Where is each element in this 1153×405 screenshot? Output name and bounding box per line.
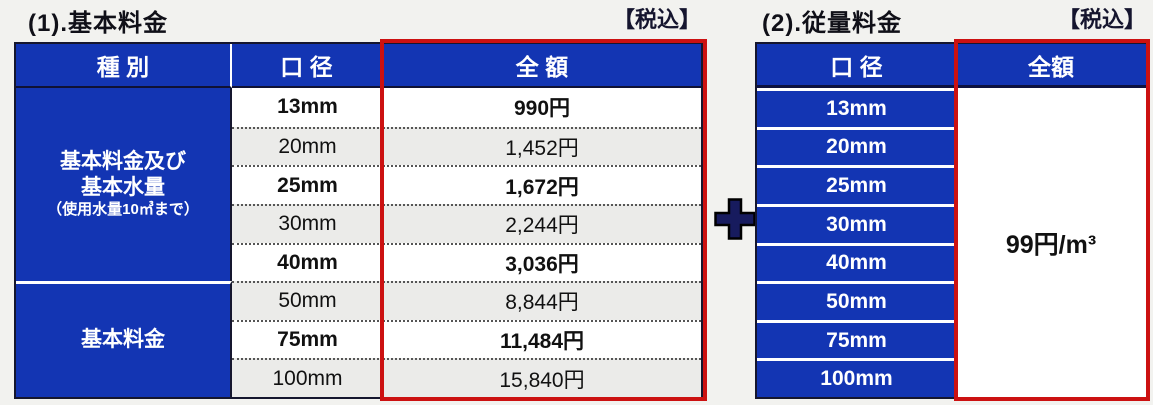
table-row-diameter: 13mm xyxy=(232,88,383,127)
table-row-diameter: 100mm xyxy=(232,358,383,397)
basic-charge-table: 種 別 口 径 全 額 基本料金及び 基本水量 （使用水量10㎥まで） 13mm… xyxy=(14,42,703,399)
table-row-diameter: 30mm xyxy=(757,203,956,243)
table-row-diameter: 40mm xyxy=(232,242,383,282)
table-row-diameter: 20mm xyxy=(232,126,383,166)
table-row-diameter: 75mm xyxy=(757,319,956,359)
table-row-diameter: 75mm xyxy=(232,319,383,359)
plus-icon xyxy=(712,196,758,242)
section-basic-charge: 基本料金 xyxy=(16,281,232,397)
header-type: 種 別 xyxy=(16,44,232,88)
table-row-diameter: 50mm xyxy=(232,281,383,320)
table-row-amount: 2,244円 xyxy=(383,203,701,243)
table-row-amount: 990円 xyxy=(383,88,701,127)
header-diameter: 口 径 xyxy=(757,44,956,88)
table-row-amount: 1,672円 xyxy=(383,165,701,204)
volume-charge-title: (2).従量料金 xyxy=(762,10,902,37)
header-diameter: 口 径 xyxy=(232,44,383,88)
volume-charge-tax-included-label: 【税込】 xyxy=(1057,7,1146,32)
section-label: 基本料金 xyxy=(81,328,165,352)
basic-charge-title: (1).基本料金 xyxy=(28,10,168,37)
unit-price-cell: 99円/m³ xyxy=(956,88,1146,397)
table-row-amount: 3,036円 xyxy=(383,242,701,282)
section-label-line1: 基本料金及び xyxy=(60,149,186,173)
section-basic-charge-and-water: 基本料金及び 基本水量 （使用水量10㎥まで） xyxy=(16,88,232,282)
table-row-amount: 8,844円 xyxy=(383,281,701,320)
section-label-line2: 基本水量 xyxy=(81,176,165,200)
volume-charge-table: 口 径 全額 99円/m³ 13mm 20mm 25mm 30mm 40mm 5… xyxy=(755,42,1148,399)
header-amount: 全 額 xyxy=(383,44,701,88)
table-row-amount: 1,452円 xyxy=(383,126,701,166)
table-row-diameter: 100mm xyxy=(757,358,956,397)
section-label-line3: （使用水量10㎥まで） xyxy=(47,201,199,219)
table-row-diameter: 40mm xyxy=(757,242,956,282)
header-amount: 全額 xyxy=(956,44,1146,88)
table-row-diameter: 50mm xyxy=(757,281,956,320)
table-row-diameter: 30mm xyxy=(232,203,383,243)
basic-charge-tax-included-label: 【税込】 xyxy=(612,7,701,32)
table-row-diameter: 13mm xyxy=(757,88,956,127)
table-row-amount: 15,840円 xyxy=(383,358,701,397)
table-row-amount: 11,484円 xyxy=(383,319,701,359)
table-row-diameter: 25mm xyxy=(232,165,383,204)
table-row-diameter: 20mm xyxy=(757,126,956,166)
table-row-diameter: 25mm xyxy=(757,165,956,204)
